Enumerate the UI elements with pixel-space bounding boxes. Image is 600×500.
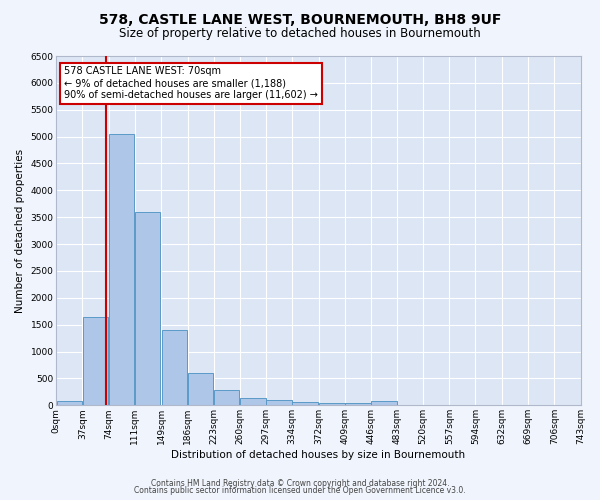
- Bar: [83, 316, 108, 406]
- Bar: [371, 402, 397, 406]
- X-axis label: Distribution of detached houses by size in Bournemouth: Distribution of detached houses by size …: [172, 450, 466, 460]
- Text: 578 CASTLE LANE WEST: 70sqm
← 9% of detached houses are smaller (1,188)
90% of s: 578 CASTLE LANE WEST: 70sqm ← 9% of deta…: [64, 66, 318, 100]
- Bar: [109, 134, 134, 406]
- Text: Size of property relative to detached houses in Bournemouth: Size of property relative to detached ho…: [119, 28, 481, 40]
- Bar: [266, 400, 292, 406]
- Y-axis label: Number of detached properties: Number of detached properties: [15, 148, 25, 312]
- Bar: [188, 373, 214, 406]
- Bar: [214, 390, 239, 406]
- Bar: [162, 330, 187, 406]
- Text: Contains public sector information licensed under the Open Government Licence v3: Contains public sector information licen…: [134, 486, 466, 495]
- Bar: [292, 402, 318, 406]
- Text: 578, CASTLE LANE WEST, BOURNEMOUTH, BH8 9UF: 578, CASTLE LANE WEST, BOURNEMOUTH, BH8 …: [99, 12, 501, 26]
- Text: Contains HM Land Registry data © Crown copyright and database right 2024.: Contains HM Land Registry data © Crown c…: [151, 478, 449, 488]
- Bar: [345, 402, 371, 406]
- Bar: [56, 402, 82, 406]
- Bar: [135, 212, 160, 406]
- Bar: [319, 402, 344, 406]
- Bar: [240, 398, 266, 406]
